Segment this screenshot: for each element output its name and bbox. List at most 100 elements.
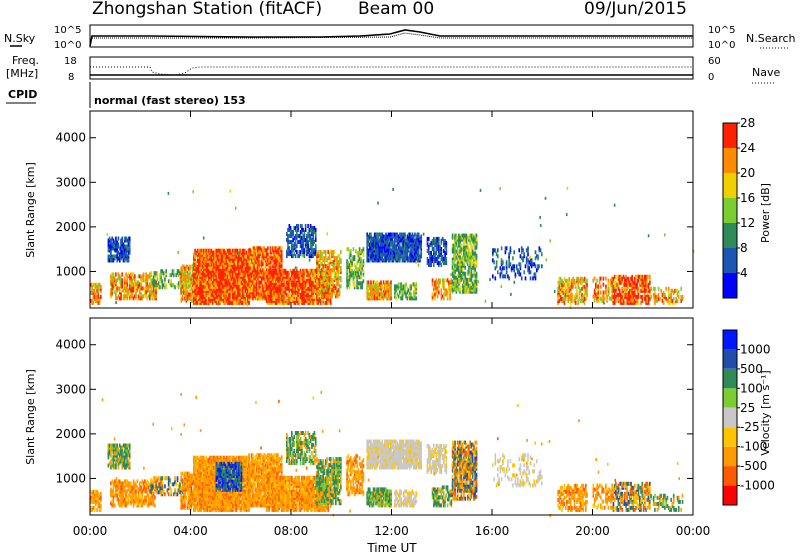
data-cell <box>314 301 316 305</box>
data-cell <box>173 273 175 277</box>
data-cell <box>349 281 351 285</box>
nave-label: Nave <box>752 66 780 79</box>
data-cell <box>281 252 283 256</box>
data-cell <box>325 282 327 286</box>
data-cell <box>315 232 317 236</box>
freq-tick-bottom: 8 <box>68 72 74 83</box>
data-cell <box>126 278 128 282</box>
data-cell <box>354 255 356 259</box>
data-cell <box>407 253 409 257</box>
data-cell <box>296 244 298 248</box>
data-cell <box>295 254 297 258</box>
data-cell <box>241 257 243 261</box>
data-cell <box>129 243 131 247</box>
date-label: 09/Jun/2015 <box>584 0 687 19</box>
data-cell <box>115 292 117 296</box>
data-cell <box>304 248 306 252</box>
data-cell <box>170 279 172 283</box>
data-cell <box>461 252 463 256</box>
nsky-panel: N.Sky 10^5 10^0 10^5 10^0 N.Search <box>4 25 796 51</box>
nsky-label: N.Sky <box>4 32 36 45</box>
power-cells <box>90 187 694 309</box>
data-cell <box>368 280 370 284</box>
data-cell <box>443 284 445 288</box>
data-cell <box>150 271 152 275</box>
data-cell <box>438 284 440 288</box>
data-cell <box>162 279 164 283</box>
data-cell <box>121 278 123 282</box>
data-cell <box>290 226 292 230</box>
data-cell <box>468 248 470 252</box>
data-cell <box>121 272 123 276</box>
data-cell <box>261 280 263 284</box>
data-cell <box>461 244 463 248</box>
data-cell <box>301 224 303 228</box>
data-cell <box>380 280 382 284</box>
data-cell <box>218 273 220 277</box>
nsky-tick-top: 10^5 <box>54 25 81 36</box>
data-cell <box>433 247 435 251</box>
data-cell <box>289 273 291 277</box>
data-cell <box>305 224 307 228</box>
data-cell <box>182 295 184 299</box>
data-cell <box>159 285 161 289</box>
freq-label: Freq. <box>12 54 39 67</box>
beam-label: Beam 00 <box>358 0 434 19</box>
data-cell <box>446 241 448 245</box>
data-cell <box>420 235 422 239</box>
data-cell <box>93 301 95 305</box>
data-cell <box>361 285 363 289</box>
data-cell <box>467 242 469 246</box>
data-cell <box>436 251 438 255</box>
data-cell <box>237 261 239 265</box>
data-cell <box>415 282 417 286</box>
data-cell <box>304 234 306 238</box>
data-cell <box>441 247 443 251</box>
nsearch-tick-top: 10^5 <box>708 25 735 36</box>
data-cell <box>296 250 298 254</box>
data-cell <box>370 233 372 237</box>
data-cell <box>447 294 449 298</box>
data-cell <box>289 246 291 250</box>
data-cell <box>340 250 342 254</box>
data-cell <box>100 285 102 289</box>
data-cell <box>281 246 283 250</box>
data-cell <box>292 230 294 234</box>
data-cell <box>228 267 230 271</box>
nave-tick-top: 60 <box>708 56 721 67</box>
data-cell <box>443 296 445 300</box>
data-cell <box>437 294 439 298</box>
data-cell <box>163 271 165 275</box>
data-cell <box>241 273 243 277</box>
data-cell <box>120 296 122 300</box>
data-cell <box>418 233 420 237</box>
data-cell <box>459 286 461 290</box>
data-cell <box>350 249 352 253</box>
data-cell <box>446 257 448 261</box>
data-cell <box>358 271 360 275</box>
freq-panel: Freq. [MHz] 18 8 60 0 Nave <box>6 54 780 83</box>
data-cell <box>464 272 466 276</box>
data-cell <box>472 246 474 250</box>
data-cell <box>432 278 434 282</box>
data-cell <box>110 251 112 255</box>
data-cell <box>415 296 417 300</box>
data-cell <box>351 261 353 265</box>
data-cell <box>390 296 392 300</box>
data-cell <box>439 278 441 282</box>
data-cell <box>267 252 269 256</box>
data-cell <box>165 269 167 273</box>
data-cell <box>154 283 156 287</box>
data-cell <box>174 285 176 289</box>
data-cell <box>304 254 306 258</box>
data-cell <box>363 269 365 273</box>
data-cell <box>360 271 362 275</box>
data-cell <box>118 243 120 247</box>
data-cell <box>340 284 342 288</box>
data-cell <box>360 257 362 261</box>
data-cell <box>441 263 443 267</box>
data-cell <box>126 282 128 286</box>
cpid-row: CPID normal (fast stereo) 153 <box>6 82 246 108</box>
data-cell <box>443 278 445 282</box>
data-cell <box>325 254 327 258</box>
